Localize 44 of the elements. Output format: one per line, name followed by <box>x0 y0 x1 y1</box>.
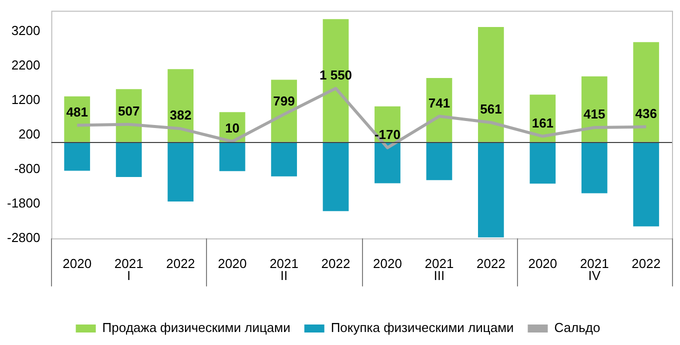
bar <box>478 142 504 238</box>
data-label: 507 <box>118 103 140 118</box>
x-tick-label: 2020 <box>528 256 558 271</box>
data-label: 481 <box>66 104 88 120</box>
x-tick-label: 2020 <box>218 256 247 271</box>
y-tick-label: 2200 <box>11 58 40 73</box>
y-tick-label: -1800 <box>7 195 40 210</box>
bar <box>271 142 297 176</box>
data-label: -170 <box>374 126 401 142</box>
bar <box>322 142 349 212</box>
y-tick-label: -2800 <box>7 230 40 245</box>
bar <box>478 27 504 142</box>
x-tick-label: 2022 <box>321 256 350 271</box>
data-label: 10 <box>225 120 240 136</box>
legend-label: Продажа физическими лицами <box>102 320 290 336</box>
data-label: 161 <box>532 115 554 130</box>
data-label: 561 <box>480 102 502 117</box>
bar <box>64 142 90 171</box>
bar <box>581 142 608 194</box>
data-label: 799 <box>273 93 295 108</box>
legend-label: Покупка физическими лицами <box>330 320 514 336</box>
y-tick-label: 200 <box>18 126 40 142</box>
x-tick-label: 2020 <box>373 256 402 271</box>
y-tick-label: -800 <box>14 161 40 176</box>
bar <box>116 142 142 178</box>
x-tick-label: 2020 <box>62 256 92 271</box>
x-tick-label: 2022 <box>476 256 506 271</box>
x-tick-label: 2022 <box>166 256 196 271</box>
bar <box>168 142 194 202</box>
bar <box>633 142 660 226</box>
y-tick-label: 1200 <box>11 92 40 108</box>
bar <box>530 142 556 184</box>
y-tick-label: 3200 <box>11 23 40 38</box>
bar <box>168 69 194 142</box>
bar <box>633 42 660 142</box>
bar <box>374 142 400 184</box>
bar <box>219 142 246 172</box>
legend-label: Сальдо <box>554 320 600 336</box>
data-label: 382 <box>170 108 192 123</box>
data-label: 415 <box>584 106 606 122</box>
data-label: 436 <box>635 106 657 121</box>
data-label: 741 <box>428 95 450 110</box>
x-tick-label: 2022 <box>632 256 661 271</box>
bar <box>426 142 452 180</box>
